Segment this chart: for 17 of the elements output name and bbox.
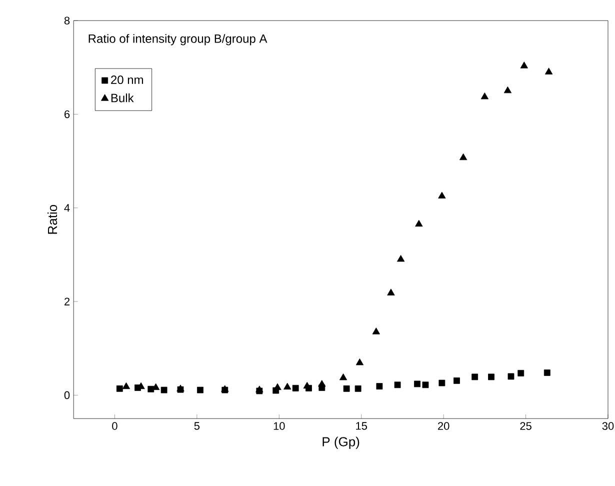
x-tick-label: 30 (602, 422, 614, 430)
x-tick-label: 20 (438, 422, 450, 430)
y-axis-title: Ratio (48, 204, 58, 234)
x-tick-label: 10 (274, 422, 285, 430)
y-tick-label: 4 (64, 204, 70, 212)
y-tick-label: 6 (64, 110, 70, 118)
x-tick-label: 25 (520, 422, 532, 430)
x-tick-label: 0 (112, 422, 118, 430)
y-tick-label: 2 (64, 298, 70, 306)
x-tick-label: 15 (356, 422, 367, 430)
legend-label: Bulk (111, 93, 134, 102)
x-axis-title: P (Gp) (322, 436, 360, 449)
y-tick-label: 8 (64, 16, 70, 24)
y-tick-label: 0 (64, 391, 70, 400)
legend-label: 20 nm (111, 76, 143, 84)
x-tick-label: 5 (194, 422, 200, 430)
annotation: Ratio of intensity group B/group A (88, 34, 268, 46)
